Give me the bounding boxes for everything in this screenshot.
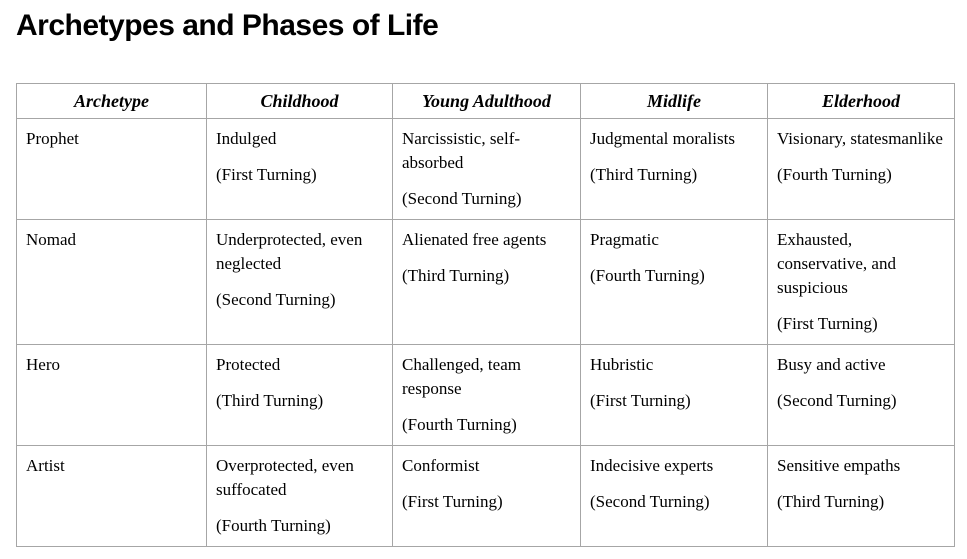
archetypes-table: Archetype Childhood Young Adulthood Midl…: [16, 83, 955, 547]
cell-childhood: Overprotected, even suffocated (Fourth T…: [206, 445, 393, 547]
cell-elderhood: Visionary, statesmanlike (Fourth Turning…: [767, 118, 955, 220]
cell-turning: (Second Turning): [402, 189, 522, 208]
cell-turning: (Second Turning): [216, 290, 336, 309]
cell-description: Sensitive empaths: [777, 456, 901, 475]
cell-description: Conformist: [402, 456, 480, 475]
cell-archetype: Prophet: [16, 118, 207, 220]
cell-description: Judgmental moralists: [590, 129, 735, 148]
column-header-midlife: Midlife: [580, 83, 768, 119]
cell-childhood: Protected (Third Turning): [206, 344, 393, 446]
cell-turning: (Third Turning): [590, 165, 698, 184]
cell-description: Underprotected, even neglected: [216, 230, 363, 273]
cell-young-adulthood: Challenged, team response (Fourth Turnin…: [392, 344, 581, 446]
cell-midlife: Pragmatic (Fourth Turning): [580, 219, 768, 345]
column-header-young-adulthood: Young Adulthood: [392, 83, 581, 119]
cell-description: Overprotected, even suffocated: [216, 456, 354, 499]
table-row: Artist Overprotected, even suffocated (F…: [16, 445, 955, 547]
table-header-row: Archetype Childhood Young Adulthood Midl…: [16, 83, 955, 119]
cell-description: Narcissistic, self-absorbed: [402, 129, 521, 172]
cell-young-adulthood: Narcissistic, self-absorbed (Second Turn…: [392, 118, 581, 220]
cell-description: Hubristic: [590, 355, 654, 374]
cell-turning: (First Turning): [590, 391, 691, 410]
cell-description: Protected: [216, 355, 281, 374]
cell-description: Challenged, team response: [402, 355, 521, 398]
column-header-archetype: Archetype: [16, 83, 207, 119]
cell-turning: (First Turning): [402, 492, 503, 511]
table-row: Nomad Underprotected, even neglected (Se…: [16, 219, 955, 345]
cell-description: Pragmatic: [590, 230, 659, 249]
cell-turning: (Second Turning): [590, 492, 710, 511]
cell-turning: (Fourth Turning): [590, 266, 705, 285]
cell-archetype: Nomad: [16, 219, 207, 345]
cell-childhood: Underprotected, even neglected (Second T…: [206, 219, 393, 345]
cell-midlife: Hubristic (First Turning): [580, 344, 768, 446]
cell-turning: (Third Turning): [777, 492, 885, 511]
cell-midlife: Judgmental moralists (Third Turning): [580, 118, 768, 220]
cell-description: Exhausted, conservative, and suspicious: [777, 230, 896, 297]
cell-description: Busy and active: [777, 355, 886, 374]
cell-young-adulthood: Conformist (First Turning): [392, 445, 581, 547]
cell-elderhood: Sensitive empaths (Third Turning): [767, 445, 955, 547]
archetype-name: Nomad: [26, 230, 77, 249]
column-header-elderhood: Elderhood: [767, 83, 955, 119]
cell-archetype: Artist: [16, 445, 207, 547]
cell-turning: (Second Turning): [777, 391, 897, 410]
cell-turning: (First Turning): [216, 165, 317, 184]
table-row: Hero Protected (Third Turning) Challenge…: [16, 344, 955, 446]
cell-description: Indulged: [216, 129, 277, 148]
cell-elderhood: Busy and active (Second Turning): [767, 344, 955, 446]
cell-young-adulthood: Alienated free agents (Third Turning): [392, 219, 581, 345]
cell-archetype: Hero: [16, 344, 207, 446]
archetype-name: Hero: [26, 355, 60, 374]
cell-description: Alienated free agents: [402, 230, 547, 249]
cell-turning: (Fourth Turning): [216, 516, 331, 535]
archetype-name: Prophet: [26, 129, 79, 148]
cell-turning: (Fourth Turning): [777, 165, 892, 184]
column-header-childhood: Childhood: [206, 83, 393, 119]
page-title: Archetypes and Phases of Life: [16, 9, 439, 42]
cell-turning: (Third Turning): [402, 266, 510, 285]
cell-turning: (First Turning): [777, 314, 878, 333]
cell-elderhood: Exhausted, conservative, and suspicious …: [767, 219, 955, 345]
cell-childhood: Indulged (First Turning): [206, 118, 393, 220]
cell-midlife: Indecisive experts (Second Turning): [580, 445, 768, 547]
cell-description: Visionary, statesmanlike: [777, 129, 943, 148]
cell-turning: (Third Turning): [216, 391, 324, 410]
cell-turning: (Fourth Turning): [402, 415, 517, 434]
cell-description: Indecisive experts: [590, 456, 714, 475]
archetype-name: Artist: [26, 456, 65, 475]
table-row: Prophet Indulged (First Turning) Narciss…: [16, 118, 955, 220]
